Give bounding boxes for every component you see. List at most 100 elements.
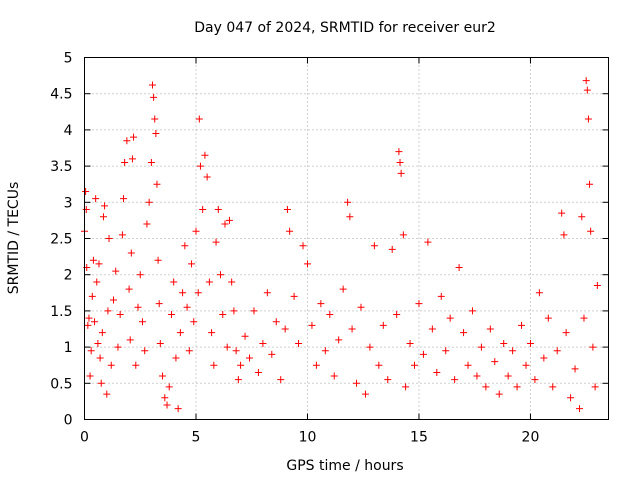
data-point bbox=[578, 213, 586, 221]
data-point bbox=[460, 329, 468, 337]
data-point bbox=[455, 263, 463, 271]
data-point bbox=[99, 213, 107, 221]
data-point bbox=[290, 292, 298, 300]
data-point bbox=[174, 405, 182, 413]
data-point bbox=[571, 365, 579, 373]
data-point bbox=[93, 278, 101, 286]
y-tick-label: 0.5 bbox=[50, 376, 72, 392]
data-point bbox=[283, 206, 291, 214]
data-point bbox=[587, 227, 595, 235]
data-point bbox=[167, 311, 175, 319]
data-point bbox=[107, 361, 115, 369]
data-point bbox=[388, 245, 396, 253]
data-point bbox=[326, 311, 334, 319]
data-point bbox=[406, 339, 414, 347]
data-point bbox=[366, 343, 374, 351]
data-point bbox=[116, 311, 124, 319]
data-point bbox=[411, 361, 419, 369]
data-point bbox=[87, 347, 95, 355]
data-point bbox=[201, 151, 209, 159]
data-point bbox=[277, 376, 285, 384]
data-point bbox=[126, 336, 134, 344]
data-point bbox=[339, 285, 347, 293]
data-point bbox=[150, 93, 158, 101]
data-point bbox=[560, 231, 568, 239]
data-point bbox=[477, 343, 485, 351]
data-point bbox=[196, 162, 204, 170]
data-point bbox=[299, 242, 307, 250]
data-point bbox=[154, 256, 162, 264]
x-tick-label: 10 bbox=[299, 430, 317, 446]
data-point bbox=[419, 350, 427, 358]
data-point bbox=[500, 339, 508, 347]
data-point bbox=[353, 379, 361, 387]
data-point bbox=[109, 296, 117, 304]
data-point bbox=[181, 242, 189, 250]
data-point bbox=[486, 325, 494, 333]
data-point bbox=[123, 137, 131, 145]
data-point bbox=[495, 390, 503, 398]
chart-title: Day 047 of 2024, SRMTID for receiver eur… bbox=[194, 20, 496, 36]
x-axis-label: GPS time / hours bbox=[286, 458, 403, 474]
x-tick-label: 0 bbox=[80, 430, 89, 446]
data-point bbox=[223, 343, 231, 351]
data-point bbox=[295, 339, 303, 347]
data-point bbox=[317, 300, 325, 308]
data-point bbox=[219, 311, 227, 319]
data-point bbox=[195, 115, 203, 123]
data-point bbox=[384, 376, 392, 384]
y-tick-label: 5 bbox=[64, 51, 73, 67]
data-point bbox=[210, 361, 218, 369]
data-point bbox=[101, 202, 109, 210]
data-point bbox=[399, 231, 407, 239]
data-point bbox=[89, 256, 97, 264]
data-point bbox=[303, 260, 311, 268]
y-tick-label: 3.5 bbox=[50, 159, 72, 175]
data-point bbox=[127, 249, 135, 257]
data-point bbox=[86, 372, 94, 380]
data-point bbox=[163, 401, 171, 409]
data-point bbox=[112, 267, 120, 275]
data-point bbox=[156, 339, 164, 347]
data-point bbox=[540, 354, 548, 362]
plot-frame bbox=[84, 57, 609, 420]
data-points bbox=[81, 77, 601, 413]
data-point bbox=[234, 376, 242, 384]
data-point bbox=[582, 77, 590, 85]
data-point bbox=[105, 235, 113, 242]
grid bbox=[84, 57, 609, 420]
data-point bbox=[92, 195, 100, 203]
data-point bbox=[172, 354, 180, 362]
data-point bbox=[192, 227, 200, 235]
data-point bbox=[153, 180, 161, 188]
data-point bbox=[335, 336, 343, 344]
data-point bbox=[88, 292, 96, 300]
data-point bbox=[263, 289, 271, 297]
data-point bbox=[161, 394, 169, 402]
data-point bbox=[428, 325, 436, 333]
data-point bbox=[143, 220, 151, 228]
y-axis-label: SRMTID / TECUs bbox=[6, 182, 22, 295]
data-point bbox=[549, 383, 557, 391]
data-point bbox=[562, 329, 570, 337]
data-point bbox=[437, 292, 445, 300]
data-point bbox=[203, 173, 211, 181]
data-point bbox=[397, 169, 405, 177]
data-point bbox=[199, 206, 207, 214]
data-point bbox=[344, 198, 352, 206]
data-point bbox=[190, 318, 198, 326]
data-point bbox=[509, 347, 517, 355]
data-point bbox=[308, 321, 316, 329]
data-point bbox=[464, 361, 472, 369]
data-point bbox=[151, 115, 159, 123]
data-point bbox=[286, 227, 294, 235]
x-tick-label: 20 bbox=[522, 430, 540, 446]
data-point bbox=[94, 339, 102, 347]
data-point bbox=[446, 314, 454, 322]
data-point bbox=[170, 278, 178, 286]
data-point bbox=[217, 271, 225, 279]
data-point bbox=[134, 303, 142, 311]
axis-ticks: 0 0.5 1 1.5 2 2.5 3 3.5 4 4.5 5 0 5 10 15 20 bbox=[50, 51, 609, 446]
data-point bbox=[346, 213, 354, 221]
data-point bbox=[268, 350, 276, 358]
